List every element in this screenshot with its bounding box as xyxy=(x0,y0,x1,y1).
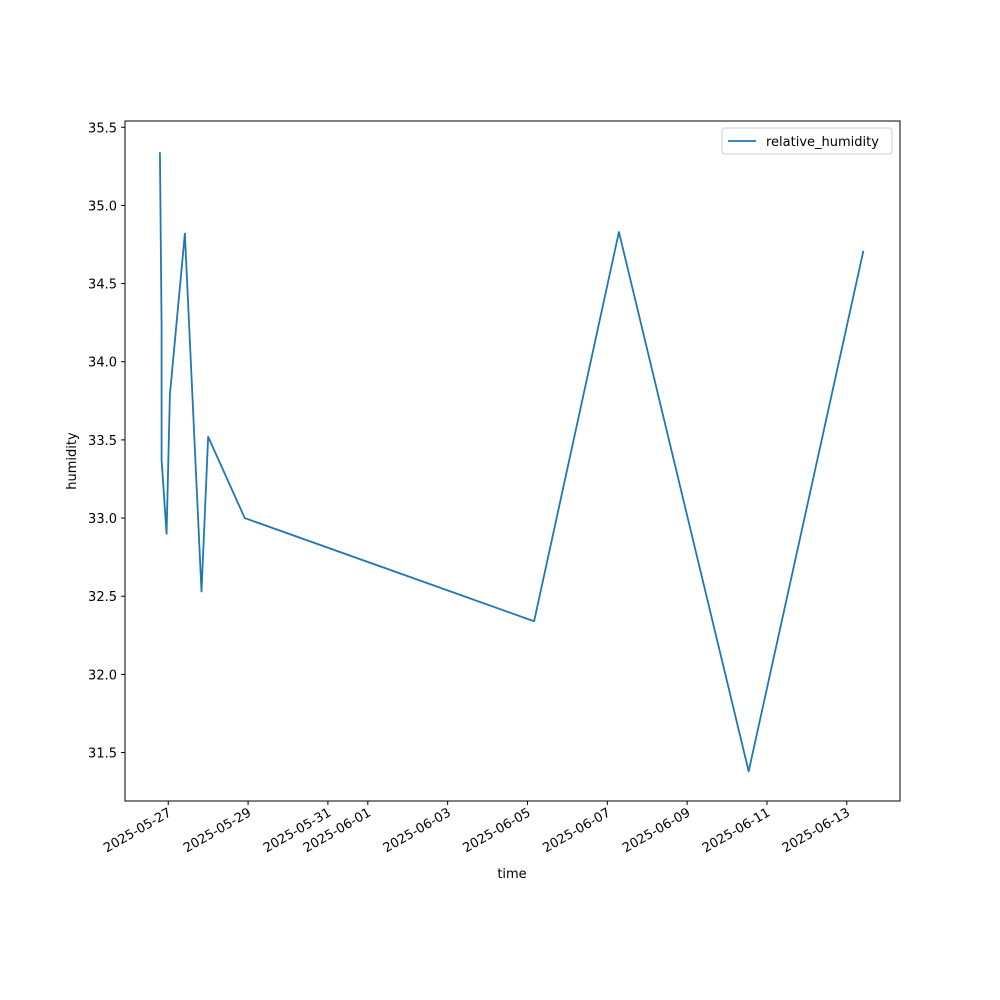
y-tick-label: 31.5 xyxy=(88,747,117,762)
y-tick-label: 33.0 xyxy=(88,512,117,527)
legend-box xyxy=(721,127,893,155)
y-axis-label: humidity xyxy=(65,432,80,490)
y-tick-label: 34.5 xyxy=(88,278,117,293)
line xyxy=(159,152,865,773)
x-axis-label: time xyxy=(497,867,526,882)
y-tick-label: 35.5 xyxy=(88,121,117,136)
y-tick-label: 34.0 xyxy=(88,356,117,371)
y-tick-label: 33.5 xyxy=(88,434,117,449)
y-tick-label: 32.5 xyxy=(88,590,117,605)
y-tick-label: 35.0 xyxy=(88,199,117,214)
y-tick-label: 32.0 xyxy=(88,668,117,683)
legend-label: relative_humidity xyxy=(766,135,879,150)
plot-frame xyxy=(124,120,901,802)
